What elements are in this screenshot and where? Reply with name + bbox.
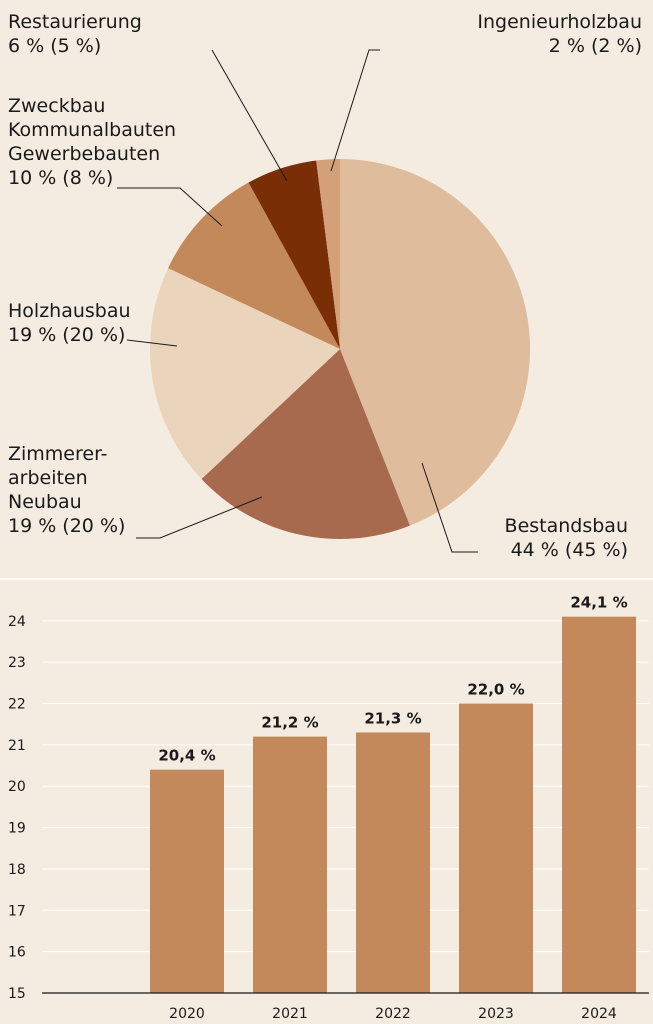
bar (459, 703, 533, 993)
y-tick-label: 21 (8, 738, 26, 754)
pie-chart: Bestandsbau 44 % (45 %) Zimmerer-arbeiten N… (8, 11, 642, 561)
bar (356, 732, 430, 993)
pie-leader-line (330, 49, 380, 172)
x-tick-label: 2024 (581, 1006, 617, 1022)
pie-leader-line (211, 49, 288, 182)
bar (253, 736, 327, 993)
bar (562, 616, 636, 993)
x-tick-label: 2023 (478, 1006, 514, 1022)
x-tick-label: 2022 (375, 1006, 411, 1022)
y-tick-label: 19 (8, 821, 26, 837)
pie-leader-line (126, 339, 178, 347)
pie-slice-label: Zimmerer-arbeiten Neubau 19 % (20 %) (8, 443, 125, 537)
pie-slice-label: Holzhausbau 19 % (20 %) (8, 300, 131, 346)
pie-slice-label: Ingenieurholzbau 2 % (2 %) (477, 11, 642, 57)
pie-slice-label: Bestandsbau 44 % (45 %) (505, 515, 628, 561)
y-tick-label: 16 (8, 945, 26, 961)
y-tick-label: 22 (8, 697, 26, 713)
y-tick-label: 17 (8, 903, 26, 919)
y-tick-label: 24 (8, 614, 26, 630)
pie-slice (201, 349, 410, 539)
y-tick-label: 23 (8, 655, 26, 671)
bar-chart-panel: 15 16 17 18 19 20 21 22 23 24 2020 2021 2022 2023 202… (0, 580, 653, 1024)
pie-slice (340, 159, 531, 526)
y-tick-label: 15 (8, 986, 26, 1002)
pie-slice-label: Restaurierung 6 % (5 %) (8, 11, 142, 57)
pie-slice (248, 160, 340, 349)
bar (150, 769, 224, 993)
pie-leader-line (117, 187, 223, 227)
y-tick-label: 20 (8, 779, 26, 795)
pie-slice (150, 268, 340, 480)
pie-slice (316, 159, 340, 349)
pie-slice-label: Zweckbau Kommunalbauten Gewerbebauten 10 % … (8, 95, 176, 189)
pie-leader-line (421, 462, 478, 553)
bar-data-label: 21,3 % (364, 709, 421, 727)
bar-data-label: 21,2 % (261, 714, 318, 732)
pie-slice (168, 182, 340, 349)
bar-data-label: 20,4 % (158, 747, 215, 765)
bar-data-label: 24,1 % (570, 594, 627, 612)
bar-data-label: 22,0 % (467, 681, 524, 699)
x-tick-label: 2020 (169, 1006, 205, 1022)
x-tick-label: 2021 (272, 1006, 308, 1022)
pie-chart-panel: Bestandsbau 44 % (45 %) Zimmerer-arbeiten N… (0, 0, 653, 578)
y-tick-label: 18 (8, 862, 26, 878)
pie-leader-line (136, 496, 263, 539)
